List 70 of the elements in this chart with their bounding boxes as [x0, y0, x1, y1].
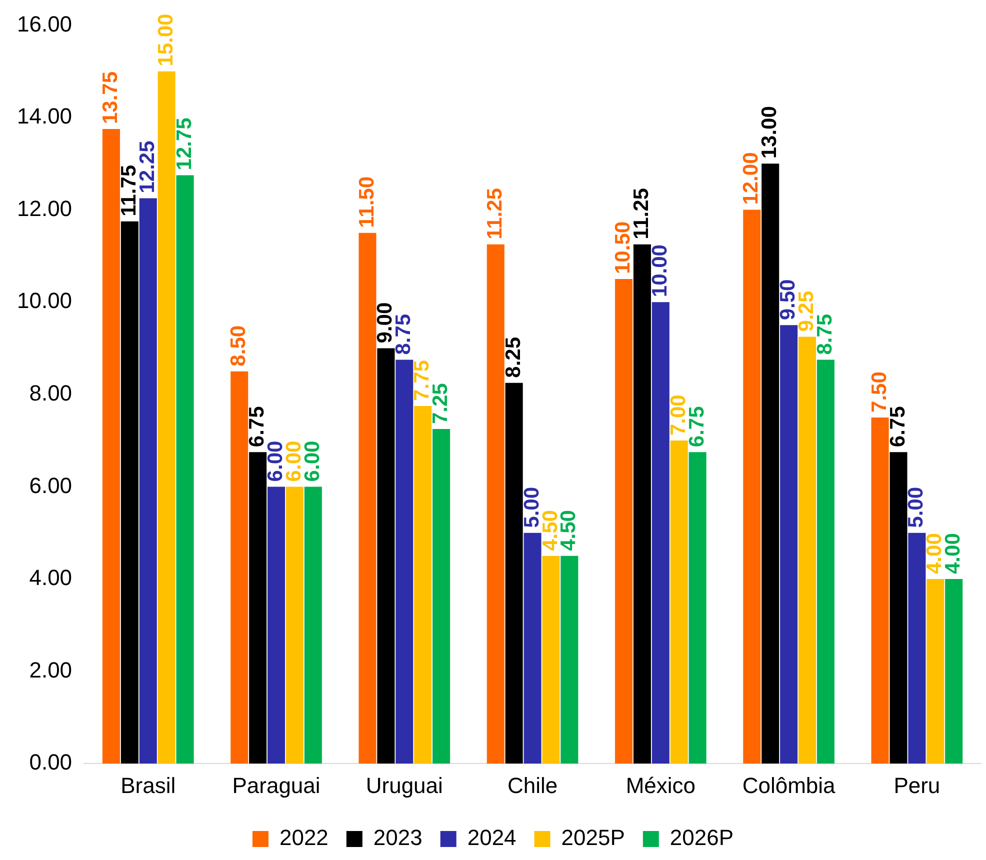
y-tick-label: 16.00 [16, 11, 72, 36]
x-tick-label: Colômbia [742, 772, 836, 798]
bar [652, 302, 670, 764]
legend-label: 2024 [467, 825, 516, 850]
bar [230, 371, 248, 764]
bar [633, 244, 651, 764]
bar [139, 198, 157, 764]
y-tick-label: 14.00 [16, 104, 72, 129]
bar [926, 579, 944, 764]
y-tick-label: 6.00 [29, 472, 72, 498]
y-tick-label: 10.00 [16, 288, 72, 314]
bar [396, 360, 414, 764]
data-label: 5.00 [520, 486, 544, 528]
y-tick-label: 12.00 [16, 196, 72, 221]
bar [670, 440, 688, 764]
bar [542, 556, 560, 764]
y-tick-label: 0.00 [29, 750, 72, 775]
bar [560, 556, 578, 764]
legend-label: 2026P [670, 825, 734, 850]
x-tick-label: Chile [507, 772, 558, 798]
bar [614, 279, 633, 764]
y-tick-label: 8.00 [29, 380, 72, 406]
data-label: 15.00 [154, 14, 178, 66]
bar [871, 417, 889, 764]
data-label: 12.75 [172, 117, 196, 170]
bar [432, 429, 450, 764]
bar [377, 348, 395, 764]
bar [249, 452, 267, 764]
bar [798, 336, 816, 764]
data-label: 7.25 [429, 382, 452, 424]
bar [816, 360, 834, 764]
bar [286, 486, 304, 764]
bar [505, 382, 523, 764]
legend-label: 2025P [561, 825, 625, 850]
data-label: 11.50 [355, 176, 378, 228]
x-tick-label: Brasil [120, 772, 176, 798]
data-label: 13.75 [99, 71, 122, 124]
data-label: 4.00 [942, 533, 965, 574]
data-label: 8.50 [227, 325, 250, 366]
x-tick-label: México [626, 772, 696, 798]
legend-label: 2023 [373, 825, 422, 850]
y-tick-label: 4.00 [29, 565, 72, 590]
bar [304, 486, 322, 764]
x-tick-label: Paraguai [232, 772, 320, 798]
bar [688, 452, 706, 764]
data-label: 4.50 [557, 510, 580, 551]
bar [890, 452, 908, 764]
bar [158, 71, 176, 764]
legend-label: 2022 [279, 825, 328, 850]
data-label: 8.25 [502, 336, 525, 378]
bar [743, 210, 761, 764]
y-tick-label: 2.00 [29, 657, 72, 682]
bar [486, 244, 504, 764]
x-tick-label: Peru [894, 772, 940, 798]
bar [414, 406, 432, 764]
data-label: 11.25 [483, 188, 506, 240]
bar [358, 232, 376, 764]
x-tick-label: Uruguai [366, 772, 443, 798]
bar [762, 164, 780, 764]
bar [176, 175, 194, 764]
data-label: 5.00 [904, 486, 928, 528]
bar [102, 129, 120, 764]
bar [945, 579, 963, 764]
data-label: 10.00 [648, 244, 672, 298]
bar [120, 221, 138, 764]
bar [524, 532, 542, 764]
bar [780, 325, 798, 764]
bar [908, 532, 926, 764]
data-label: 6.00 [300, 440, 324, 482]
bar [267, 486, 286, 764]
